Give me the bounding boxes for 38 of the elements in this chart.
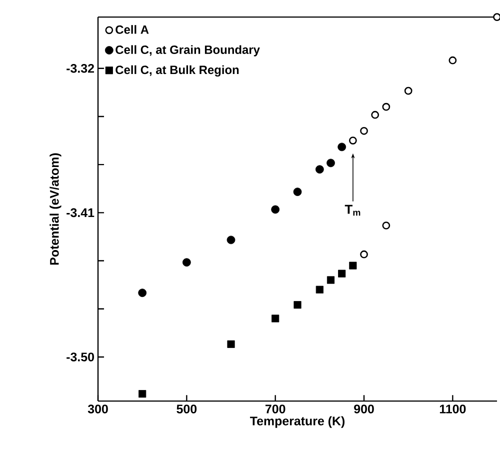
annotation: T$_{m}$ (344, 204, 360, 216)
point (227, 340, 235, 348)
y-tick-label: -3.50 (66, 352, 94, 362)
point (382, 222, 390, 230)
x-axis-title: Temperature (K) (250, 416, 345, 428)
y-tick-label: -3.41 (66, 208, 94, 218)
point (338, 142, 346, 152)
point (326, 276, 335, 284)
point (360, 126, 368, 135)
point (138, 390, 146, 398)
point (316, 286, 324, 294)
point (272, 314, 280, 322)
point (315, 165, 324, 174)
point (226, 236, 236, 244)
point (271, 205, 280, 214)
x-tick-label: 500 (176, 404, 197, 414)
point (293, 188, 302, 196)
x-tick-label: 900 (354, 404, 374, 414)
point (138, 288, 147, 298)
point (349, 262, 357, 270)
x-tick-label: 700 (265, 404, 286, 414)
point (348, 136, 357, 144)
y-tick-label: -3.32 (66, 64, 94, 73)
point (326, 158, 335, 168)
point (382, 102, 390, 111)
x-tick-label: 1100 (440, 404, 466, 414)
point (404, 86, 412, 95)
point (338, 270, 346, 278)
legend-label: Cell C, at Bulk Region (116, 65, 239, 77)
point (371, 110, 380, 119)
point (360, 250, 368, 258)
legend-label: Cell C, at Grain Boundary (116, 45, 260, 56)
point (448, 56, 457, 64)
x-tick-label: 300 (88, 404, 108, 414)
legend-label: Cell A (116, 25, 149, 34)
y-axis-title: Potential (eV/atom) (50, 153, 62, 265)
point (182, 258, 191, 267)
point (294, 301, 302, 309)
